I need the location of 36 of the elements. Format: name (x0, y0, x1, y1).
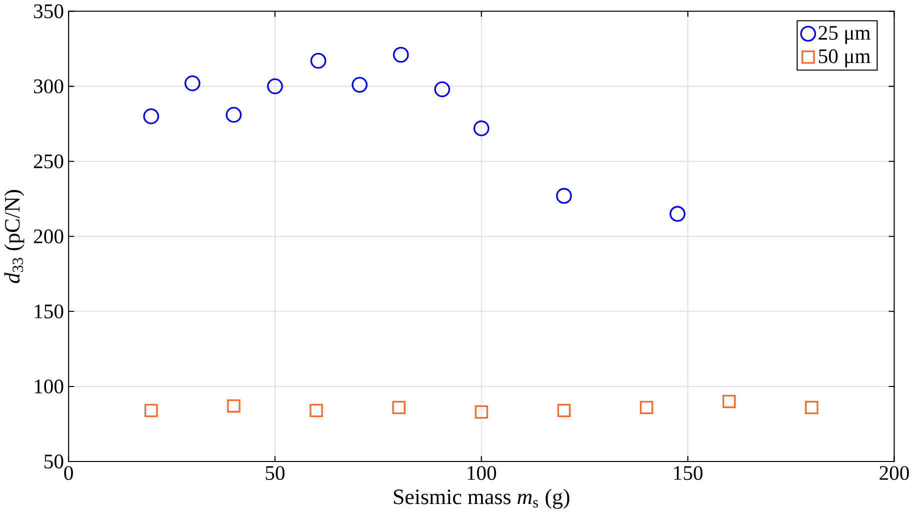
point (226, 106, 242, 123)
point (473, 120, 490, 136)
legend-label: 50 μm (819, 49, 870, 68)
point (805, 400, 818, 414)
point (556, 188, 572, 204)
point (227, 399, 240, 413)
y-tick-label: 250 (34, 154, 64, 168)
x-tick-label: 100 (468, 466, 496, 480)
point (434, 81, 450, 98)
point (184, 75, 200, 92)
point (352, 76, 368, 93)
point (310, 404, 323, 418)
x-tick-label: 50 (266, 466, 285, 480)
point (640, 400, 654, 414)
point (144, 404, 158, 418)
point (310, 52, 326, 69)
x-tick-label: 0 (64, 466, 73, 480)
y-tick-label: 300 (34, 79, 64, 94)
point (722, 394, 736, 408)
x-tick-label: 150 (674, 466, 702, 480)
point (392, 400, 406, 414)
y-tick-label: 100 (34, 379, 64, 394)
y-tick-label: 350 (34, 4, 64, 18)
point (557, 404, 571, 418)
point (392, 46, 409, 63)
point (670, 206, 686, 222)
x-axis-title: Seismic mass m$_{s}$ (g) (394, 488, 570, 509)
y-tick-label: 50 (44, 454, 64, 468)
y-tick-label: 150 (34, 304, 64, 318)
y-tick-label: 200 (34, 229, 64, 244)
x-tick-label: 200 (880, 466, 909, 480)
y-axis-title: d$_{33}$ (pC/N) (4, 190, 24, 283)
point (267, 78, 283, 94)
point (474, 405, 488, 419)
legend-label: 25 μm (818, 26, 870, 44)
point (143, 108, 160, 124)
